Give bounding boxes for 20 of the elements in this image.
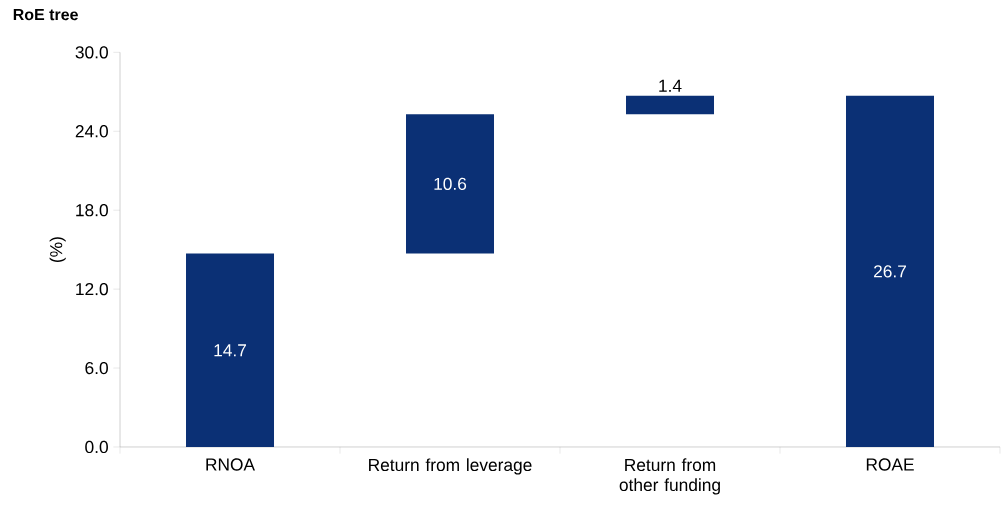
bar (406, 114, 494, 254)
x-tick-label: ROAE (866, 458, 914, 471)
x-tick-label: Return from other funding (619, 458, 720, 495)
y-tick-label: 0.0 (85, 440, 108, 454)
y-tick-label: 30.0 (75, 46, 108, 59)
data-label: 1.4 (659, 79, 682, 92)
data-label: 10.6 (434, 177, 467, 191)
y-tick-label: 6.0 (85, 361, 108, 375)
chart-title: RoE tree (13, 9, 78, 21)
x-tick-label: RNOA (206, 458, 256, 471)
y-axis-title: (%) (49, 237, 66, 263)
data-label: 26.7 (874, 265, 906, 278)
data-label: 14.7 (214, 344, 246, 357)
bar (846, 95, 934, 447)
y-tick-label: 24.0 (75, 125, 108, 138)
bar (626, 95, 714, 115)
x-tick-label: Return from leverage (369, 458, 532, 475)
bar (186, 253, 275, 447)
y-tick-label: 18.0 (76, 204, 108, 217)
y-tick-label: 12.0 (76, 282, 108, 296)
